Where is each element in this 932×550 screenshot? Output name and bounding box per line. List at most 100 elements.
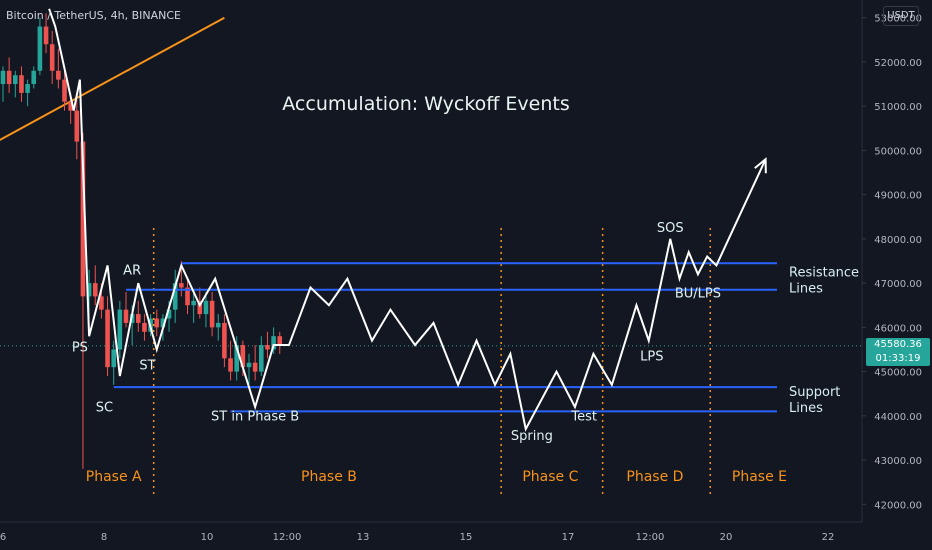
candle-body xyxy=(56,70,61,80)
candle-body xyxy=(92,283,98,297)
candle xyxy=(31,66,37,89)
wyckoff-path xyxy=(48,8,767,433)
candle-body xyxy=(228,358,233,372)
candle-body xyxy=(252,362,258,372)
candle xyxy=(92,265,98,306)
event-label: Spring xyxy=(511,429,553,444)
candle xyxy=(203,291,209,328)
event-label: BU/LPS xyxy=(675,287,721,302)
candle xyxy=(271,327,276,354)
candle xyxy=(234,336,239,381)
event-label: AR xyxy=(123,263,141,278)
candle xyxy=(246,353,252,385)
candle-body xyxy=(99,296,104,310)
y-tick-label: 53000.00 xyxy=(874,14,922,25)
candle-body xyxy=(240,345,246,368)
y-tick-label: 45000.00 xyxy=(874,368,922,379)
candle xyxy=(117,300,123,359)
x-tick-label: 13 xyxy=(357,532,370,543)
bar-countdown: 01:33:19 xyxy=(875,353,921,364)
candle xyxy=(0,66,6,102)
y-tick-label: 52000.00 xyxy=(874,58,922,69)
candle-body xyxy=(203,300,209,315)
x-tick-label: 12:00 xyxy=(636,532,665,543)
candle xyxy=(228,340,233,381)
candle xyxy=(62,66,67,111)
candle-body xyxy=(179,283,184,288)
x-tick-label: 8 xyxy=(101,532,107,543)
event-label: SC xyxy=(96,400,113,415)
candle xyxy=(105,296,110,377)
candle-body xyxy=(49,44,55,71)
candle-body xyxy=(19,75,24,93)
candle-body xyxy=(154,318,160,328)
candle xyxy=(74,97,80,160)
y-tick-label: 47000.00 xyxy=(874,279,922,290)
symbol-title: Bitcoin / TetherUS, 4h, BINANCE xyxy=(6,9,182,22)
candle xyxy=(252,345,258,381)
candle xyxy=(191,291,196,323)
candle-body xyxy=(111,349,116,368)
candle-body xyxy=(0,70,6,85)
candle xyxy=(215,314,221,341)
candle-body xyxy=(6,70,12,85)
y-tick-label: 42000.00 xyxy=(874,500,922,511)
event-label: SOS xyxy=(657,221,684,236)
x-tick-label: 12:00 xyxy=(273,532,302,543)
phase-label: Phase A xyxy=(86,469,142,485)
candle-body xyxy=(142,322,147,332)
candle-body xyxy=(271,336,276,350)
candle xyxy=(56,48,61,89)
candle-body xyxy=(105,309,110,368)
candle xyxy=(142,314,147,341)
candle-body xyxy=(209,300,215,328)
candle-body xyxy=(37,26,43,71)
candle xyxy=(123,291,129,328)
candle-body xyxy=(123,309,129,323)
event-label: LPS xyxy=(640,350,663,365)
currency-button[interactable]: USDT xyxy=(883,6,919,26)
candle-body xyxy=(74,110,80,142)
candle-body xyxy=(197,300,203,315)
candle-body xyxy=(43,26,49,45)
event-label: PS xyxy=(72,341,88,356)
candle-body xyxy=(31,70,37,85)
chart-title: Accumulation: Wyckoff Events xyxy=(282,93,569,115)
current-price-tag: 45580.36 01:33:19 xyxy=(866,338,930,366)
candle-body xyxy=(234,345,239,372)
level-label: Resistance xyxy=(789,266,859,281)
level-label: Lines xyxy=(789,401,823,416)
y-tick-label: 43000.00 xyxy=(874,456,922,467)
current-price-value: 45580.36 xyxy=(874,339,922,350)
x-tick-label: 10 xyxy=(201,532,214,543)
candle-body xyxy=(265,345,270,350)
candle-body xyxy=(68,101,73,111)
candle xyxy=(136,300,141,332)
x-tick-label: 20 xyxy=(720,532,733,543)
trend-line xyxy=(0,16,225,141)
candle xyxy=(209,291,215,337)
candle xyxy=(277,331,283,354)
candle-body xyxy=(185,287,190,306)
candle-body xyxy=(259,345,264,372)
phase-label: Phase B xyxy=(301,469,357,485)
y-tick-label: 49000.00 xyxy=(874,191,922,202)
candle-body xyxy=(246,362,252,368)
candle-body xyxy=(277,336,283,346)
x-tick-label: 17 xyxy=(562,532,575,543)
candle xyxy=(43,13,49,54)
y-tick-label: 50000.00 xyxy=(874,146,922,157)
candle xyxy=(37,17,43,76)
candle-body xyxy=(80,141,86,297)
candle-body xyxy=(86,283,92,297)
event-label: ST in Phase B xyxy=(211,409,299,424)
candle xyxy=(259,336,264,377)
candle xyxy=(172,269,178,323)
candle xyxy=(25,79,30,107)
x-tick-label: 15 xyxy=(460,532,473,543)
event-label: Test xyxy=(570,409,597,424)
candle-body xyxy=(215,322,221,328)
candle xyxy=(13,70,18,98)
